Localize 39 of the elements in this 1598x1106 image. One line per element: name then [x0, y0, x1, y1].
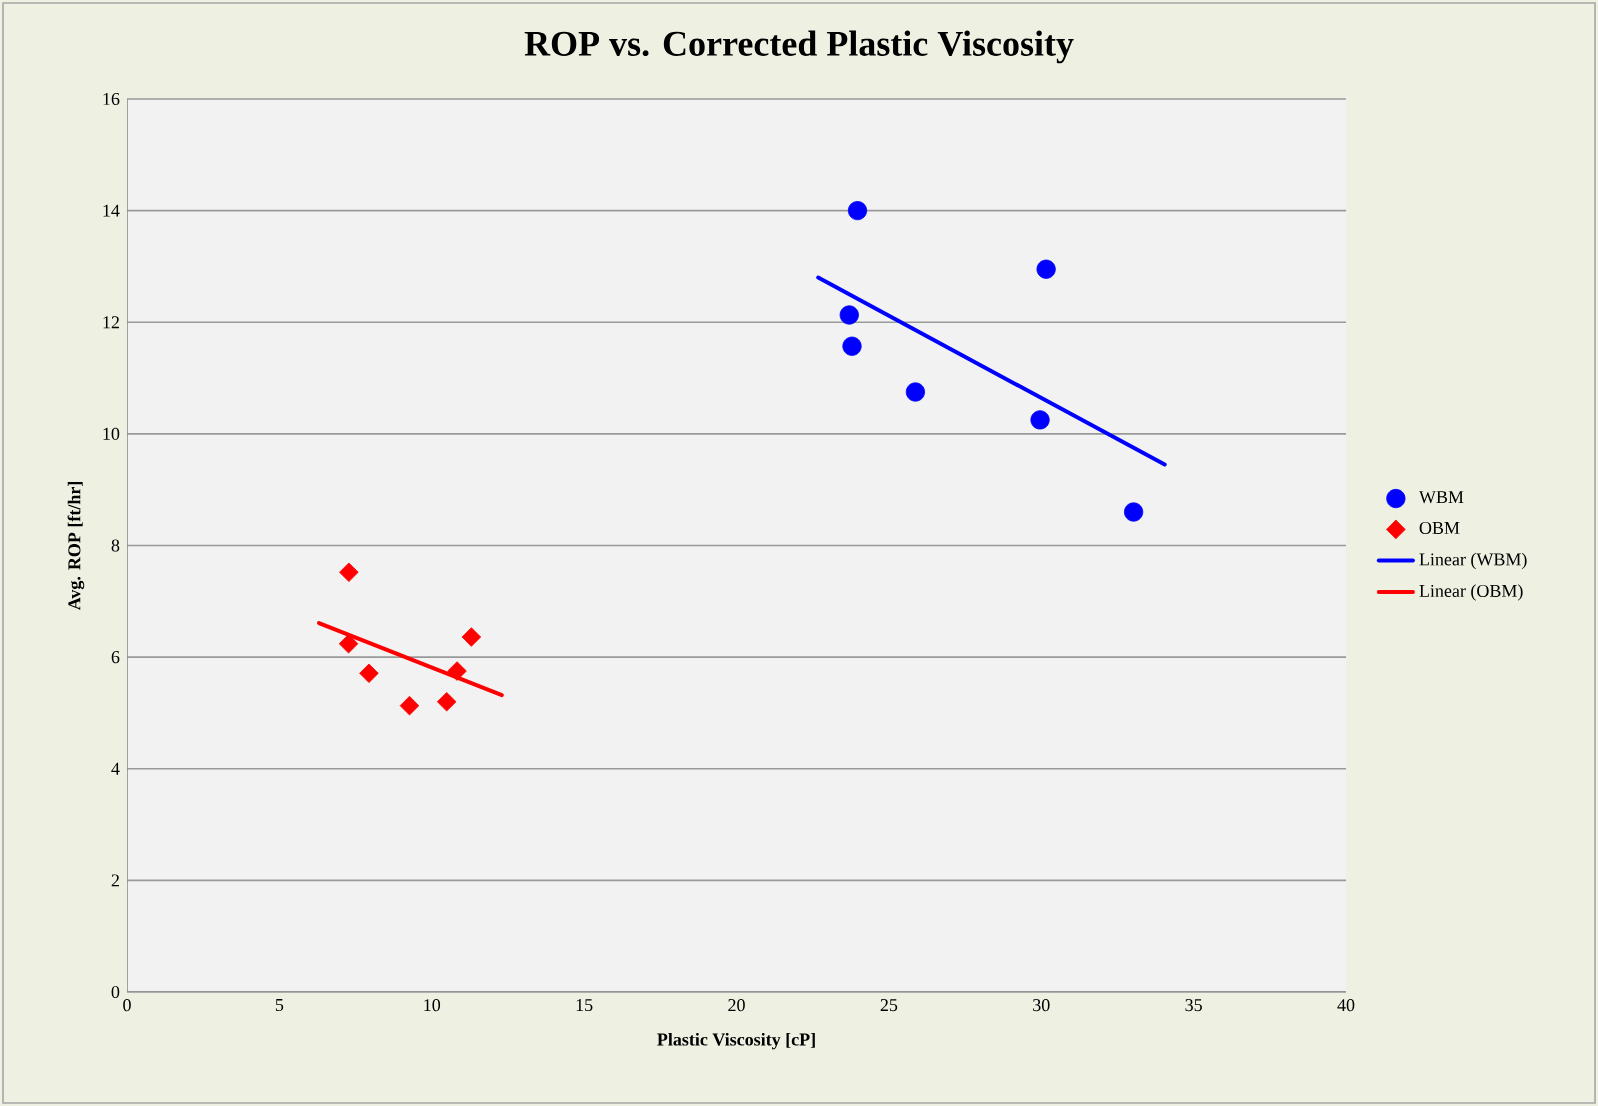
x-tick-label: 40 — [1337, 999, 1355, 1012]
point — [1124, 502, 1144, 522]
point — [339, 562, 359, 583]
y-axis-title: Avg. ROP [ft/hr] — [67, 481, 85, 611]
legend-label: WBM — [1418, 491, 1464, 504]
y-tick-label: 6 — [111, 651, 120, 664]
point — [447, 661, 467, 681]
y-tick-label: 8 — [111, 539, 120, 552]
y-tick-label: 0 — [111, 985, 120, 999]
y-tick-label: 10 — [103, 427, 120, 440]
point — [1036, 259, 1056, 279]
y-tick-label: 16 — [103, 92, 120, 106]
point — [847, 201, 868, 221]
point — [359, 663, 379, 684]
x-tick-label: 20 — [728, 999, 745, 1012]
legend-label: OBM — [1419, 521, 1460, 535]
y-tick-label: 12 — [103, 316, 119, 329]
x-tick-label: 30 — [1033, 999, 1050, 1012]
point — [399, 695, 420, 716]
point — [338, 633, 359, 654]
point — [461, 627, 482, 647]
point — [436, 692, 457, 712]
y-tick-label: 2 — [111, 874, 119, 887]
x-axis-title: Plastic Viscosity [cP] — [657, 1032, 815, 1050]
x-tick-label: 35 — [1185, 999, 1202, 1012]
x-tick-label: 10 — [424, 999, 441, 1012]
x-tick-label: 0 — [123, 999, 131, 1012]
legend-label: Linear (OBM) — [1419, 584, 1523, 601]
point — [842, 336, 862, 356]
legend-label: Linear (WBM) — [1419, 552, 1527, 570]
point — [839, 305, 859, 325]
chart-title: ROP vs. Corrected Plastic Viscosity — [524, 30, 1074, 64]
point — [905, 382, 925, 402]
x-tick-label: 25 — [880, 999, 898, 1012]
x-tick-label: 5 — [275, 999, 284, 1012]
x-tick-label: 15 — [576, 999, 593, 1012]
y-tick-label: 14 — [103, 204, 120, 217]
point — [1030, 410, 1050, 430]
y-tick-label: 4 — [111, 762, 120, 775]
